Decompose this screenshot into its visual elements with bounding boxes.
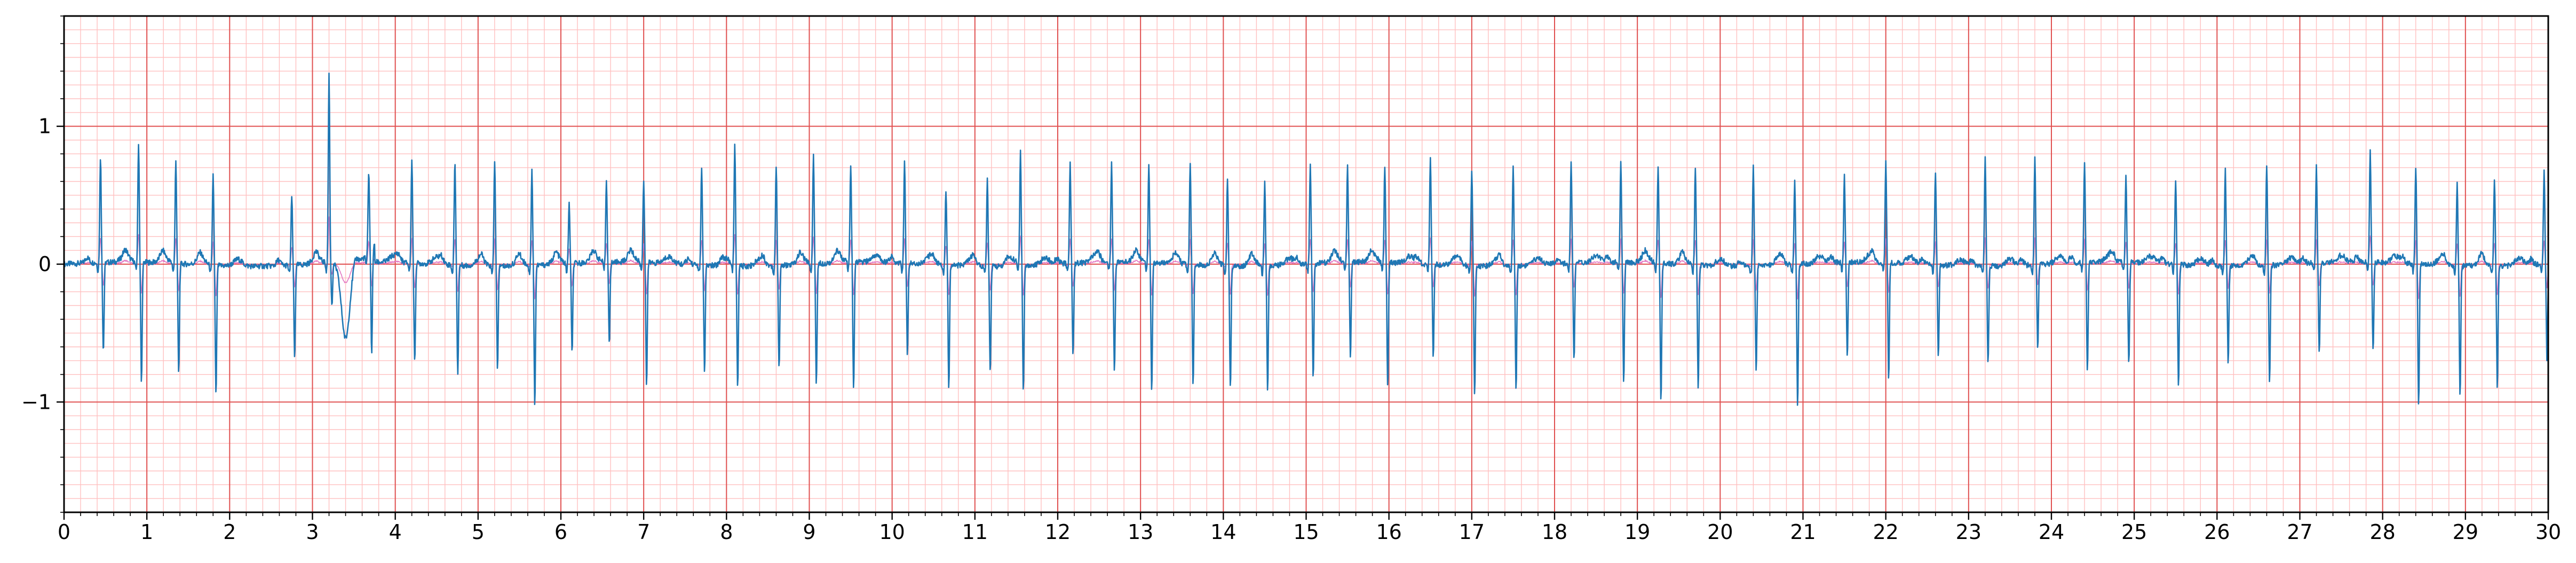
x-tick-label: 19: [1624, 520, 1650, 544]
x-tick-label: 28: [2369, 520, 2395, 544]
x-tick-label: 8: [720, 520, 733, 544]
x-tick-label: 15: [1293, 520, 1319, 544]
x-tick-label: 4: [389, 520, 402, 544]
x-tick-label: 1: [140, 520, 153, 544]
x-tick-label: 21: [1790, 520, 1816, 544]
y-tick-label: 1: [38, 115, 51, 138]
x-tick-label: 27: [2287, 520, 2312, 544]
y-tick-label: −1: [21, 390, 51, 414]
x-tick-label: 12: [1045, 520, 1071, 544]
x-tick-label: 11: [962, 520, 988, 544]
x-tick-label: 2: [223, 520, 236, 544]
ecg-signal-line: [63, 73, 2549, 406]
x-tick-label: 0: [58, 520, 70, 544]
x-tick-label: 3: [306, 520, 319, 544]
y-axis-ticks: 1 0 −1: [21, 15, 64, 513]
x-tick-label: 14: [1210, 520, 1236, 544]
x-tick-label: 17: [1459, 520, 1485, 544]
x-tick-label: 7: [637, 520, 650, 544]
x-tick-label: 5: [472, 520, 485, 544]
y-tick-label: 0: [38, 252, 51, 276]
x-tick-label: 26: [2204, 520, 2230, 544]
x-tick-label: 6: [554, 520, 567, 544]
x-tick-label: 9: [803, 520, 815, 544]
x-axis-ticks: 0 1 2 3 4 5 6 7 8 9 10 11 12 13 14 15 16 17 18 19 20 21 22 23 24…: [58, 512, 2561, 544]
x-tick-label: 13: [1128, 520, 1153, 544]
x-tick-label: 22: [1873, 520, 1898, 544]
x-tick-label: 23: [1956, 520, 1981, 544]
x-tick-label: 24: [2039, 520, 2064, 544]
x-tick-label: 16: [1376, 520, 1401, 544]
x-tick-label: 30: [2535, 520, 2561, 544]
x-tick-label: 25: [2121, 520, 2147, 544]
x-tick-label: 10: [879, 520, 905, 544]
x-tick-label: 18: [1542, 520, 1567, 544]
x-tick-label: 20: [1707, 520, 1733, 544]
x-tick-label: 29: [2453, 520, 2478, 544]
